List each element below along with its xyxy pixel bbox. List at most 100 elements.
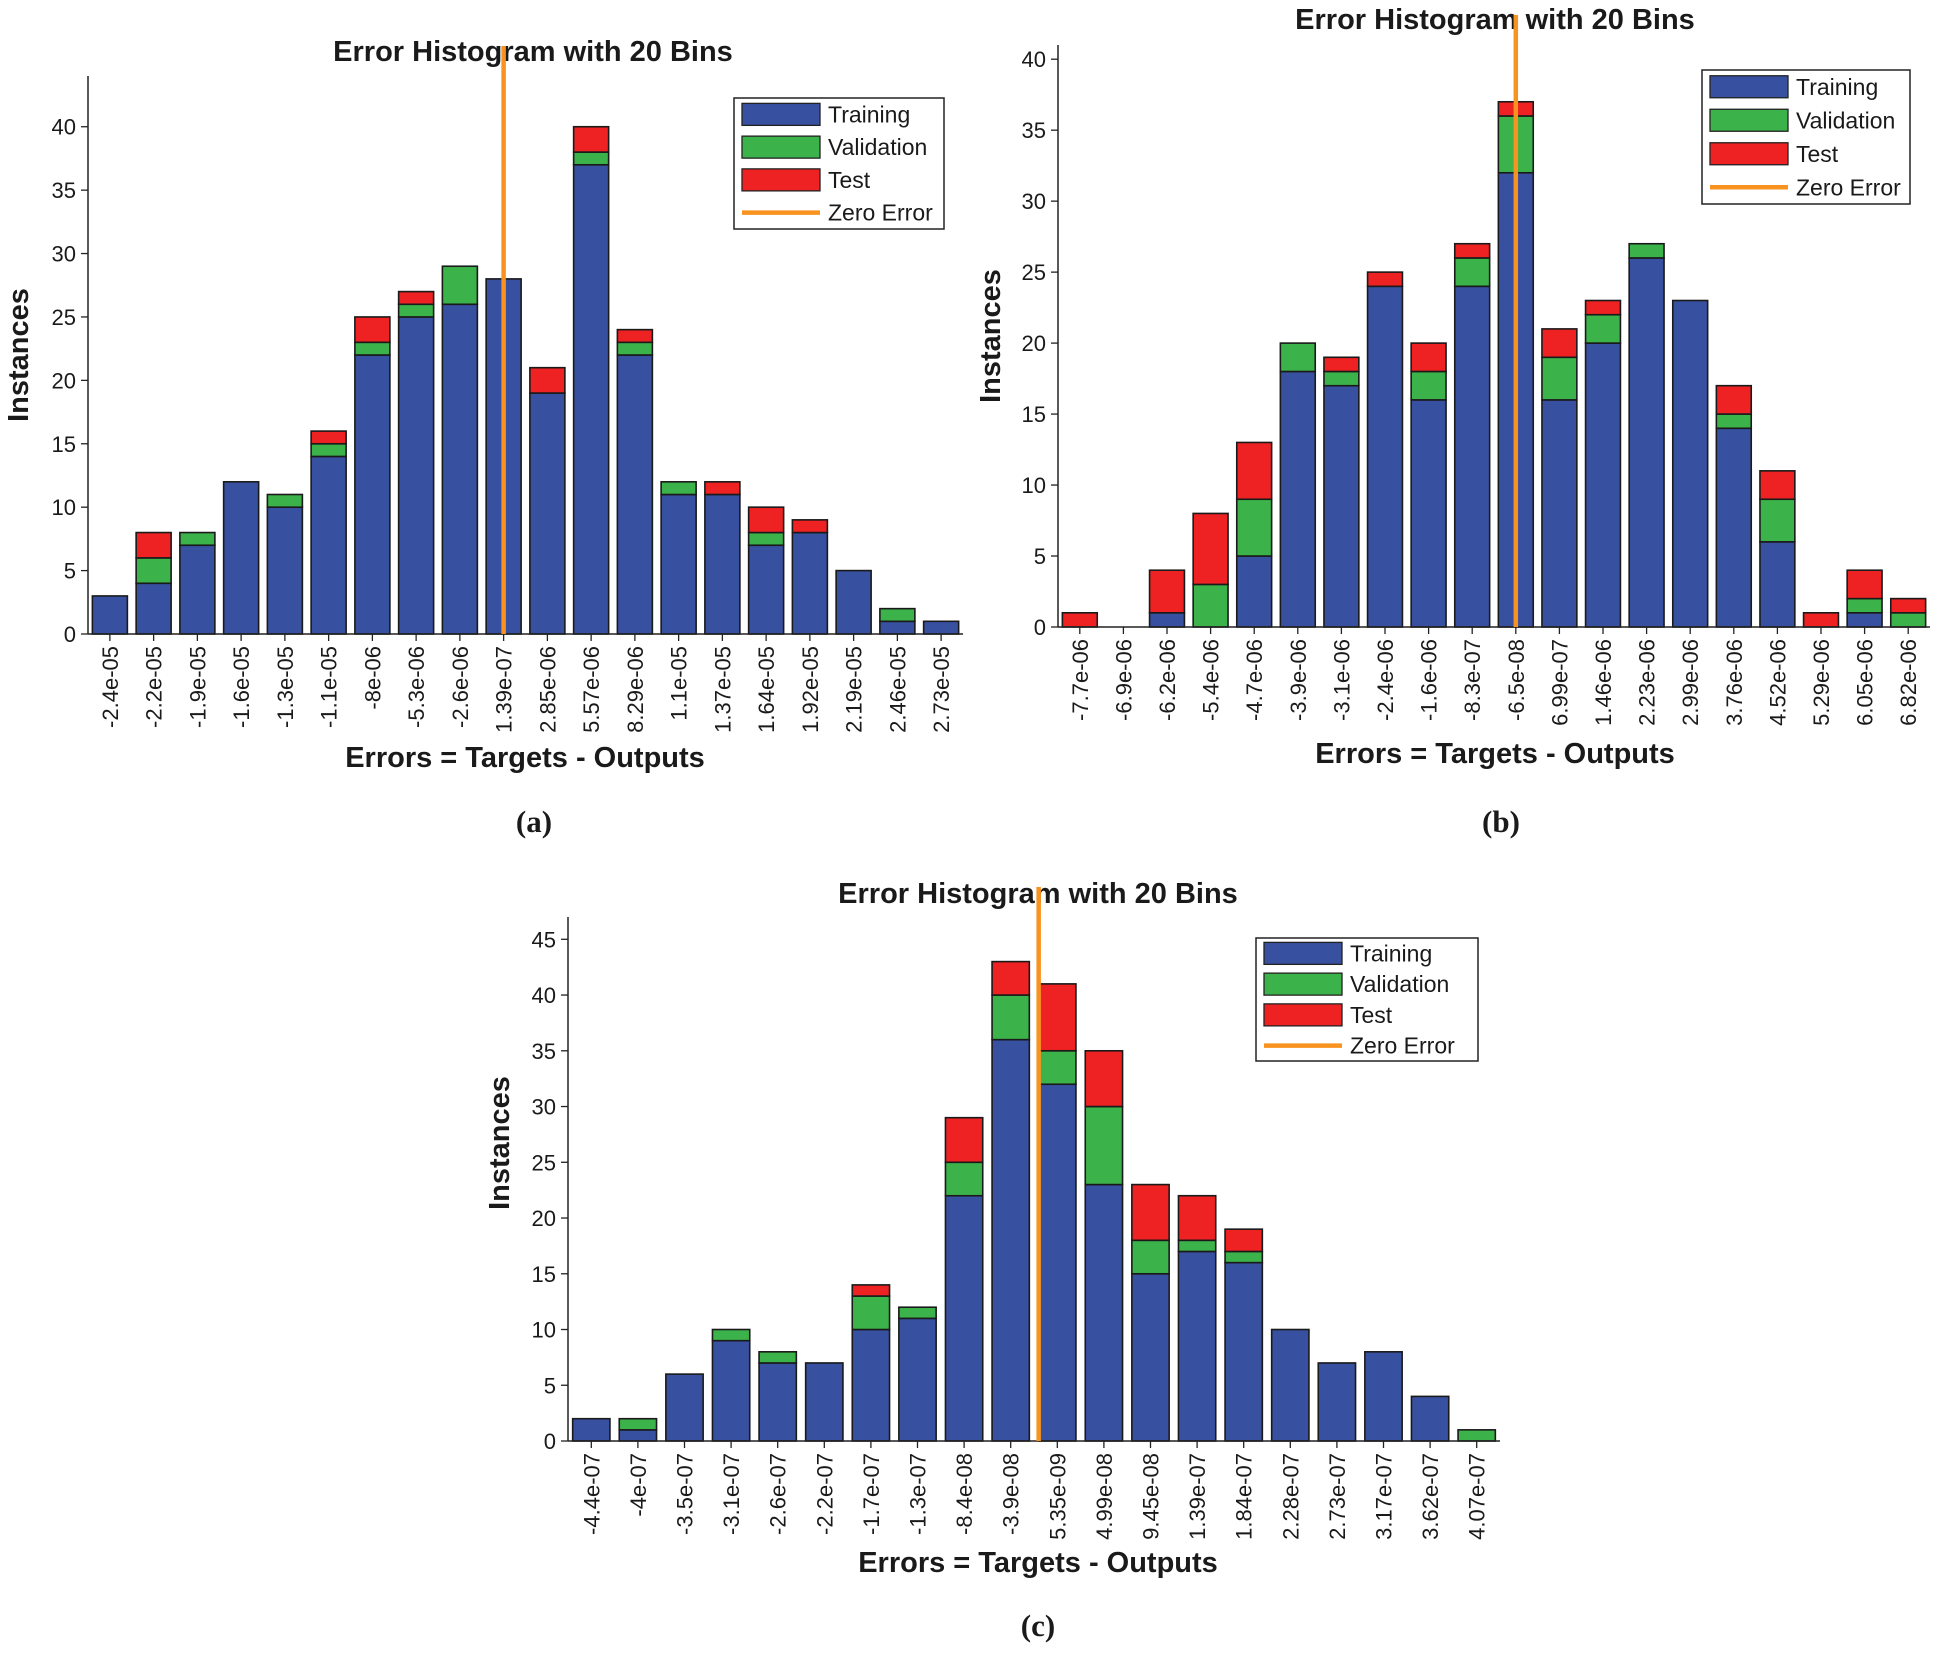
x-tick-label: -1.3e-05 [273, 646, 298, 728]
bar-training-3 [711, 1339, 751, 1442]
x-axis-label: Errors = Targets - Outputs [345, 742, 705, 774]
bar-test-3 [1192, 512, 1229, 586]
bar-training-11 [1084, 1183, 1124, 1442]
bar-test-11 [572, 125, 610, 153]
x-tick-label: 2.73e-07 [1325, 1453, 1350, 1540]
x-tick-label: 1.84e-07 [1232, 1453, 1257, 1540]
bar-test-0 [1061, 611, 1099, 628]
y-tick-label: 0 [64, 622, 76, 647]
bar-training-2 [665, 1373, 704, 1442]
legend-label: Test [1350, 1002, 1393, 1028]
x-tick-label: 4.52e-06 [1765, 639, 1790, 726]
x-tick-label: -8.4e-08 [952, 1453, 977, 1535]
bar-validation-18 [1846, 597, 1883, 614]
bar-validation-6 [851, 1295, 891, 1331]
x-tick-label: -2.6e-06 [448, 646, 473, 728]
x-tick-label: 2.19e-05 [842, 646, 867, 733]
x-tick-label: 4.07e-07 [1465, 1453, 1490, 1540]
legend-swatch-validation [1709, 108, 1789, 132]
y-tick-label: 30 [1022, 189, 1046, 214]
bar-test-17 [1802, 611, 1840, 628]
bar-validation-13 [1177, 1239, 1217, 1253]
bar-test-16 [1759, 470, 1796, 501]
x-tick-label: 5.57e-06 [579, 646, 604, 733]
bar-test-18 [1846, 569, 1883, 600]
bar-test-16 [791, 519, 829, 534]
y-tick-label: 25 [1022, 260, 1046, 285]
bar-test-8 [1410, 342, 1447, 373]
bar-test-6 [851, 1284, 891, 1297]
bar-training-16 [1317, 1362, 1357, 1442]
y-axis-label: Instances [484, 1076, 516, 1210]
bar-validation-11 [1084, 1105, 1124, 1186]
bar-validation-8 [1410, 370, 1447, 401]
panel-label: (b) [1482, 804, 1520, 839]
bar-validation-12 [1131, 1239, 1170, 1275]
x-tick-label: 2.28e-07 [1278, 1453, 1303, 1540]
x-tick-label: -3.9e-08 [999, 1453, 1024, 1535]
bar-test-8 [944, 1116, 984, 1164]
legend-swatch-training [741, 102, 821, 127]
legend-label: Validation [1796, 107, 1895, 133]
bar-training-18 [1846, 611, 1883, 628]
bar-test-4 [1235, 441, 1273, 501]
bar-training-8 [441, 303, 479, 635]
x-tick-label: 3.62e-07 [1418, 1453, 1443, 1540]
x-tick-label: -1.6e-06 [1417, 639, 1442, 721]
y-tick-label: 0 [1034, 615, 1046, 640]
x-tick-label: -3.1e-07 [719, 1453, 744, 1535]
legend-swatch-test [741, 168, 821, 192]
bar-training-18 [879, 620, 916, 635]
bar-training-15 [1270, 1328, 1310, 1442]
bar-validation-6 [354, 341, 391, 356]
x-tick-label: -1.7e-07 [859, 1453, 884, 1535]
bar-training-9 [1453, 285, 1491, 628]
y-tick-label: 10 [1022, 473, 1046, 498]
bar-test-9 [991, 960, 1031, 996]
x-tick-label: -4e-07 [626, 1453, 651, 1517]
x-tick-label: 9.45e-08 [1139, 1453, 1164, 1540]
bar-training-3 [222, 481, 260, 635]
legend-swatch-test [1263, 1003, 1343, 1027]
x-tick-label: -2.2e-05 [142, 646, 167, 728]
legend-label: Validation [1350, 971, 1449, 997]
bar-test-11 [1084, 1049, 1124, 1108]
x-tick-label: -8.3e-07 [1460, 639, 1485, 721]
bar-training-5 [310, 455, 347, 635]
bar-training-17 [835, 569, 872, 635]
bar-validation-4 [1235, 498, 1273, 557]
bar-training-4 [1235, 555, 1273, 628]
bar-training-18 [1410, 1395, 1450, 1442]
x-tick-label: -6.5e-08 [1504, 639, 1529, 721]
bar-validation-3 [711, 1328, 751, 1342]
x-tick-label: 1.46e-06 [1591, 639, 1616, 726]
y-tick-label: 10 [532, 1318, 556, 1343]
bar-validation-9 [991, 994, 1031, 1041]
bar-validation-11 [1541, 356, 1578, 401]
y-tick-label: 5 [544, 1373, 556, 1398]
bar-validation-8 [441, 265, 479, 306]
legend-label: Test [1796, 141, 1839, 167]
x-tick-label: 6.82e-06 [1896, 639, 1921, 726]
x-axis-label: Errors = Targets - Outputs [1315, 738, 1675, 770]
x-tick-label: 6.99e-07 [1547, 639, 1572, 726]
x-tick-label: 4.99e-08 [1092, 1453, 1117, 1540]
x-tick-label: 1.39e-07 [492, 646, 517, 733]
bar-training-16 [791, 531, 829, 635]
bar-test-13 [1177, 1194, 1217, 1242]
bar-training-13 [1177, 1250, 1217, 1442]
bar-test-6 [1323, 356, 1360, 373]
y-tick-label: 0 [544, 1429, 556, 1454]
y-tick-label: 35 [1022, 118, 1046, 143]
legend-swatch-training [1263, 941, 1343, 966]
x-tick-label: 1.1e-05 [667, 646, 692, 721]
y-tick-label: 35 [52, 178, 76, 203]
bar-test-9 [1453, 242, 1491, 259]
x-tick-label: 1.64e-05 [754, 646, 779, 733]
bar-training-6 [851, 1328, 891, 1442]
bar-training-6 [354, 354, 391, 635]
bar-validation-5 [310, 442, 347, 458]
bar-training-14 [1671, 299, 1709, 628]
bar-validation-8 [944, 1161, 984, 1197]
